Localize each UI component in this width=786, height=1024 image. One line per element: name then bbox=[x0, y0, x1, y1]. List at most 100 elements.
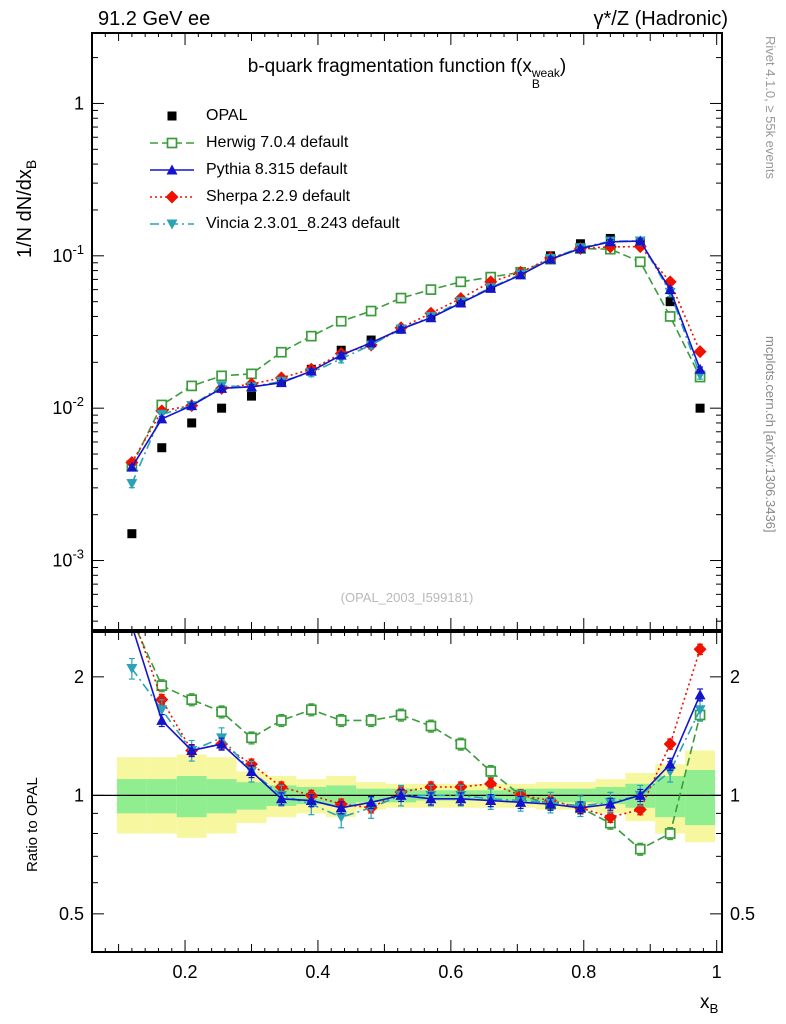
legend-label: Sherpa 2.2.9 default bbox=[206, 187, 351, 205]
data-point-marker bbox=[663, 737, 677, 751]
data-point-marker bbox=[335, 349, 347, 360]
data-point-marker bbox=[186, 694, 198, 706]
title-subsup: weak B bbox=[531, 66, 560, 92]
data-point-marker bbox=[695, 403, 705, 413]
svg-text:10-1: 10-1 bbox=[52, 242, 84, 266]
data-point-marker bbox=[604, 798, 616, 809]
data-point-marker bbox=[545, 253, 557, 264]
legend-label: Pythia 8.315 default bbox=[206, 160, 348, 178]
data-point-marker bbox=[634, 789, 646, 800]
data-point-marker bbox=[484, 777, 498, 791]
data-point-marker bbox=[126, 479, 138, 490]
data-point-marker bbox=[425, 793, 437, 804]
data-point-marker bbox=[217, 403, 227, 413]
svg-text:0.8: 0.8 bbox=[571, 962, 596, 982]
series-line-main-herwig bbox=[131, 247, 701, 466]
data-point-marker bbox=[515, 269, 527, 280]
data-point-marker bbox=[634, 235, 646, 246]
data-point-marker bbox=[365, 305, 377, 317]
ratio-series bbox=[125, 607, 707, 856]
data-point-marker bbox=[157, 443, 167, 453]
data-point-marker bbox=[664, 758, 676, 769]
data-point-marker bbox=[216, 370, 227, 382]
data-point-marker bbox=[485, 766, 497, 777]
data-point-marker bbox=[126, 461, 138, 472]
series-line-main-vincia bbox=[131, 240, 701, 484]
legend-sample-pythia bbox=[150, 164, 194, 174]
data-point-marker bbox=[455, 297, 467, 308]
data-point-marker bbox=[664, 311, 676, 322]
main-frame bbox=[91, 32, 723, 631]
data-point-marker bbox=[126, 664, 138, 675]
data-point-marker bbox=[305, 795, 317, 806]
data-point-marker bbox=[633, 803, 647, 817]
svg-text:0.5: 0.5 bbox=[730, 904, 755, 924]
svg-text:1: 1 bbox=[730, 785, 740, 805]
data-point-marker bbox=[694, 689, 706, 700]
data-point-marker bbox=[693, 642, 707, 656]
svg-text:0.5: 0.5 bbox=[59, 904, 84, 924]
data-point-marker bbox=[305, 365, 317, 376]
data-point-marker bbox=[156, 714, 168, 725]
svg-text:1: 1 bbox=[74, 785, 84, 805]
data-point-marker bbox=[485, 795, 497, 806]
data-point-marker bbox=[245, 381, 257, 392]
data-point-marker bbox=[167, 111, 177, 120]
legend-sample-vincia bbox=[150, 219, 194, 229]
data-point-marker bbox=[186, 744, 198, 755]
data-point-marker bbox=[574, 802, 586, 813]
data-point-marker bbox=[276, 346, 287, 358]
data-point-marker bbox=[485, 282, 497, 293]
svg-text:2: 2 bbox=[730, 667, 740, 687]
data-point-marker bbox=[694, 705, 706, 716]
data-point-marker bbox=[187, 418, 197, 428]
data-uncertainty-inner bbox=[206, 779, 237, 814]
data-point-marker bbox=[455, 276, 467, 288]
axis-tick-labels: 1 10-1 10-2 10-3 0.5 0.5 1 1 2 2 0.2 0.4 0.6 0.8 1 bbox=[52, 93, 755, 982]
data-point-marker bbox=[156, 705, 168, 716]
y-axis-title-ratio: Ratio to OPAL bbox=[24, 777, 41, 872]
data-point-marker bbox=[665, 297, 675, 307]
data-uncertainty-inner bbox=[146, 779, 177, 814]
legend-label: Vincia 2.3.01_8.243 default bbox=[206, 214, 400, 232]
data-point-marker bbox=[365, 715, 377, 726]
data-point-marker bbox=[604, 236, 616, 247]
data-uncertainty-inner bbox=[116, 779, 147, 814]
svg-text:2: 2 bbox=[74, 667, 84, 687]
data-point-marker bbox=[425, 720, 437, 732]
y-axis-title-main: 1/N dN/dxB bbox=[14, 159, 39, 258]
data-point-marker bbox=[276, 715, 287, 726]
data-point-marker bbox=[664, 828, 676, 839]
legend-sample-herwig bbox=[150, 137, 194, 148]
legend-label: OPAL bbox=[206, 106, 248, 124]
svg-text:0.6: 0.6 bbox=[438, 962, 463, 982]
data-point-marker bbox=[365, 796, 377, 807]
data-point-marker bbox=[246, 391, 256, 401]
data-point-marker bbox=[246, 368, 257, 380]
series-line-ratio-pythia bbox=[133, 632, 701, 809]
legend: OPAL Herwig 7.0.4 default Pythia 8.315 d… bbox=[148, 102, 400, 237]
legend-item-sherpa: Sherpa 2.2.9 default bbox=[148, 183, 400, 210]
svg-text:10-2: 10-2 bbox=[52, 394, 84, 418]
series-line-ratio-vincia bbox=[131, 668, 701, 819]
data-point-marker bbox=[127, 615, 136, 624]
data-point-marker bbox=[395, 789, 407, 800]
main-series bbox=[125, 233, 707, 539]
data-point-marker bbox=[395, 292, 407, 304]
data-point-marker bbox=[246, 732, 257, 744]
beam-energy-label: 91.2 GeV ee bbox=[98, 8, 211, 30]
data-point-marker bbox=[245, 765, 257, 776]
data-point-marker bbox=[125, 607, 138, 620]
data-point-marker bbox=[335, 315, 347, 327]
data-point-marker bbox=[603, 810, 617, 824]
data-point-marker bbox=[166, 164, 178, 174]
legend-sample-sherpa bbox=[150, 190, 194, 203]
x-axis-title: xB bbox=[700, 992, 719, 1016]
data-point-marker bbox=[165, 190, 179, 203]
svg-text:0.2: 0.2 bbox=[173, 962, 198, 982]
data-point-marker bbox=[664, 766, 676, 777]
svg-text:1: 1 bbox=[74, 93, 84, 113]
data-point-marker bbox=[425, 312, 437, 323]
series-line-ratio-sherpa bbox=[137, 632, 701, 819]
